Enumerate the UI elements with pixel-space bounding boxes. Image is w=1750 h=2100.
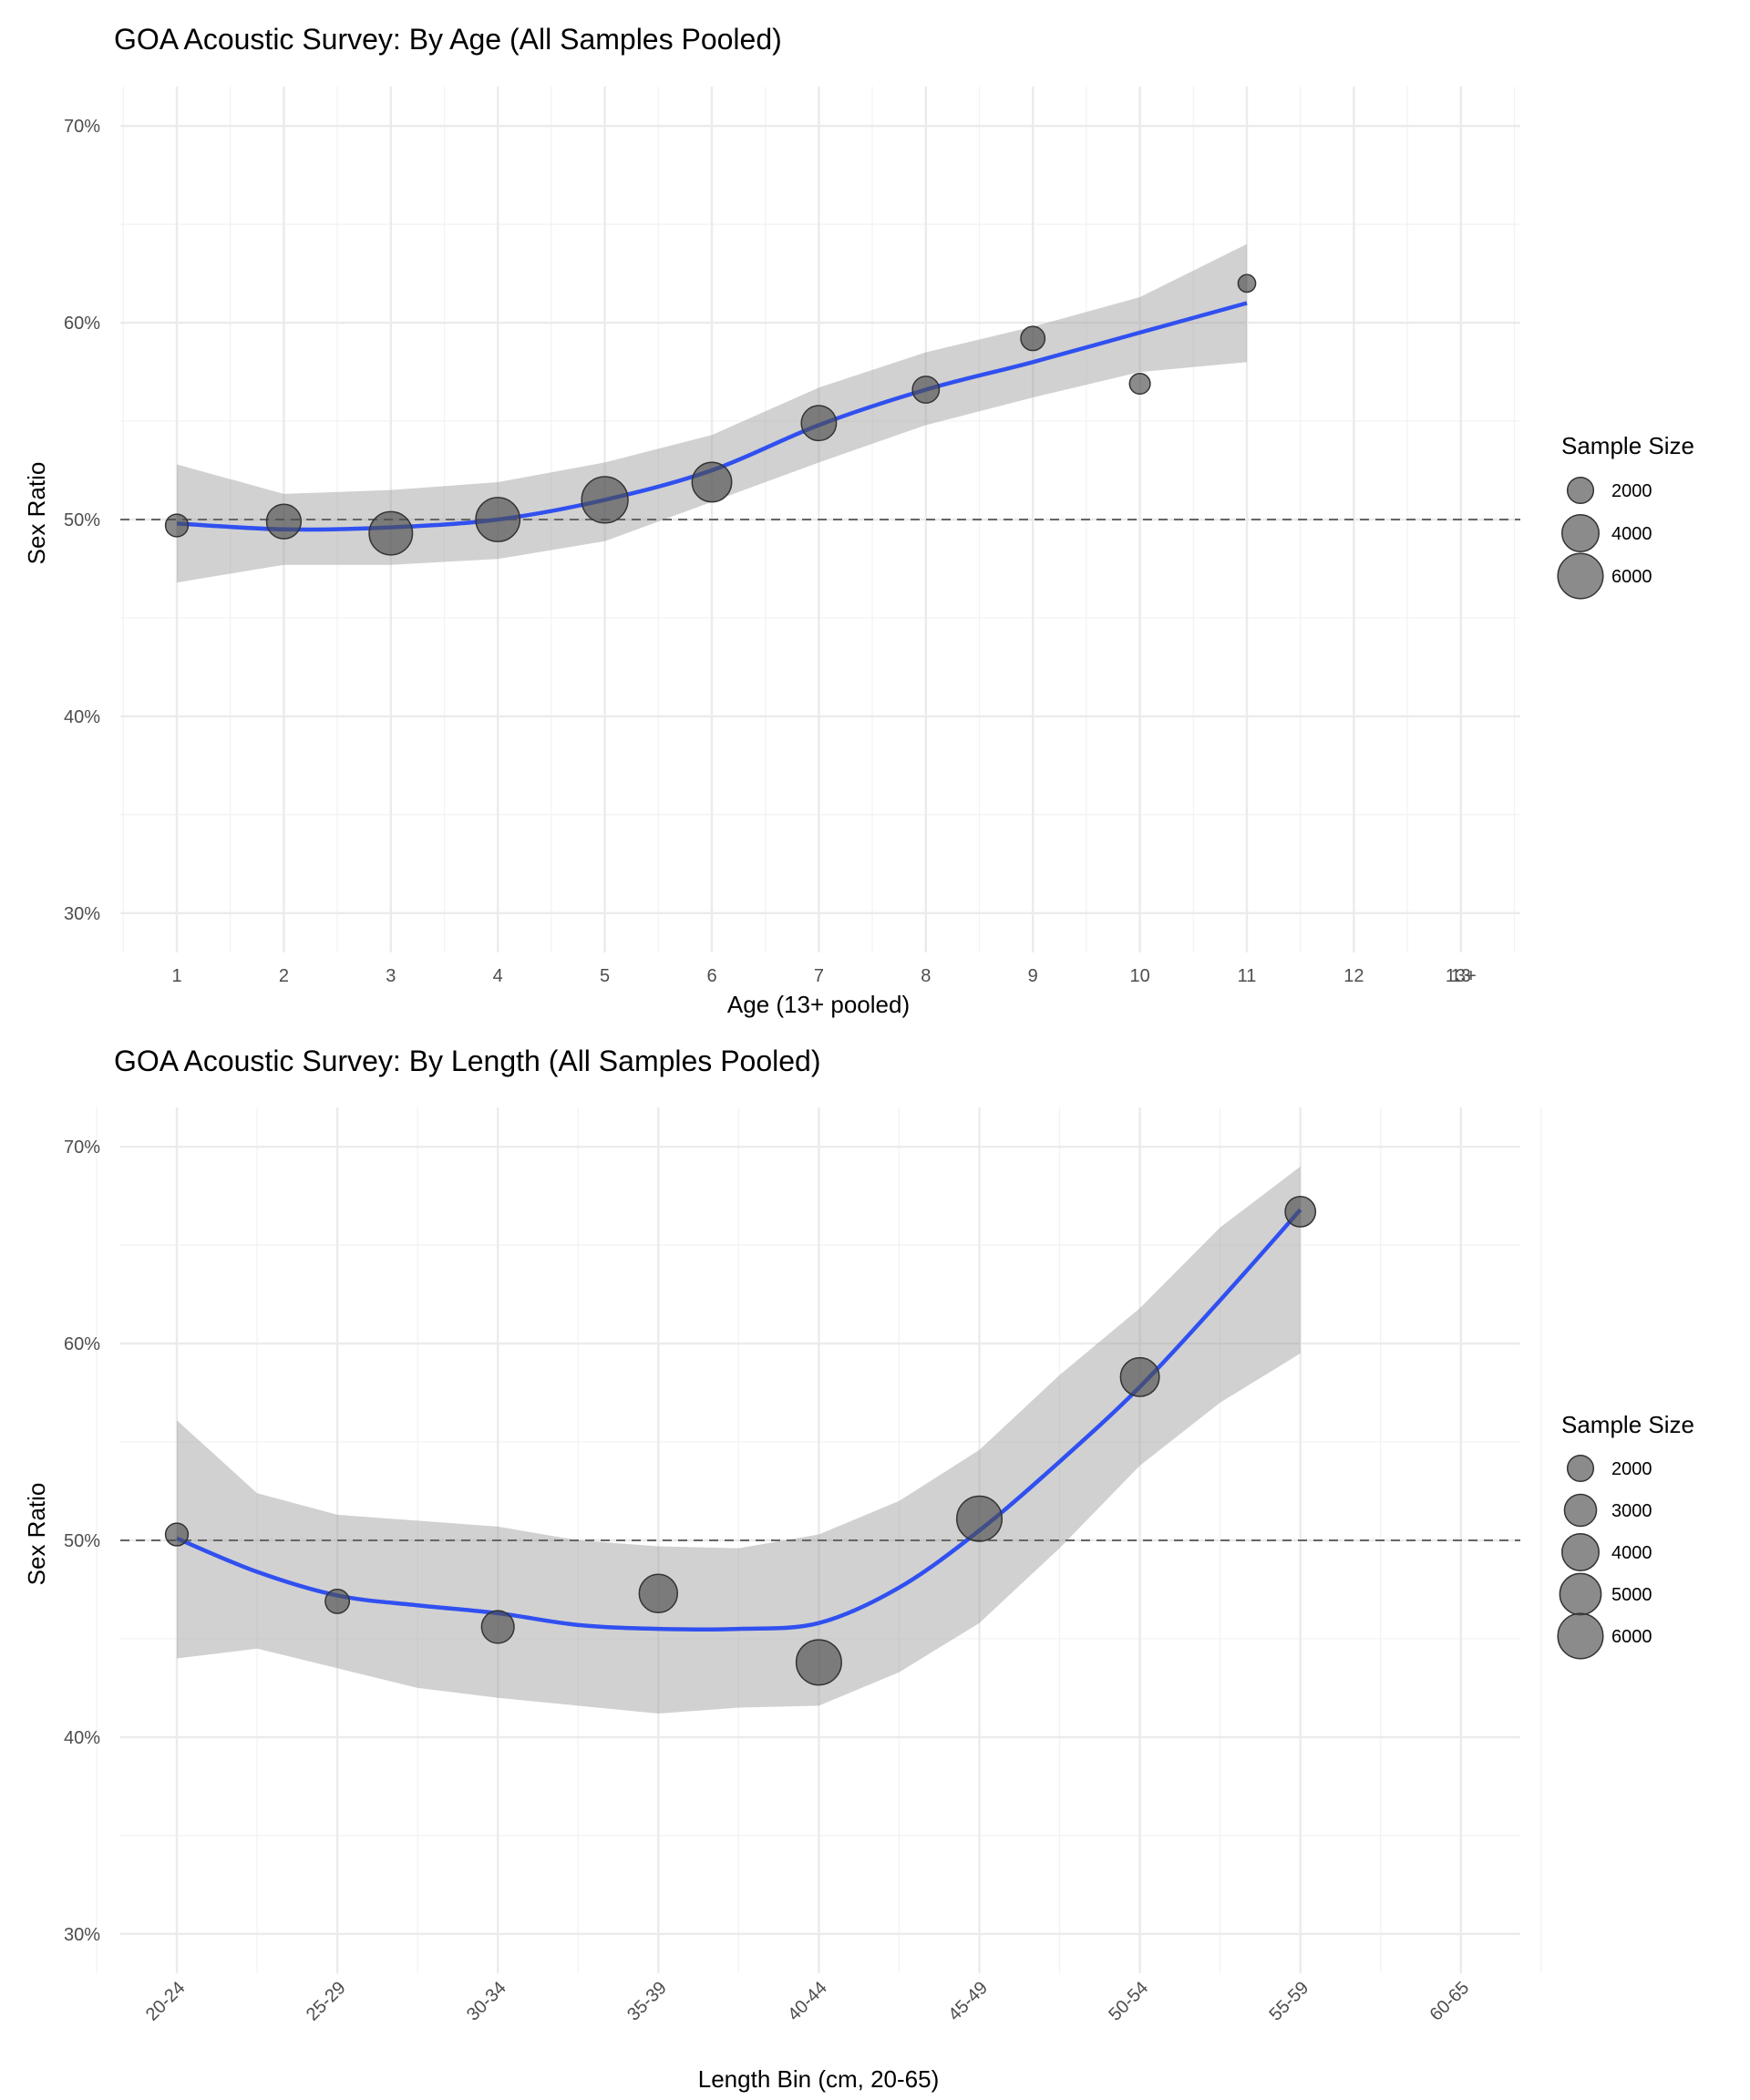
data-point	[638, 1573, 679, 1614]
x-tick-label: 6	[706, 966, 716, 986]
legend-label: 4000	[1611, 1543, 1652, 1563]
y-tick-label: 30%	[64, 1925, 100, 1945]
x-tick-label: 2	[279, 966, 289, 986]
legend-label: 6000	[1611, 1627, 1652, 1647]
length-x-tick-labels: 20-24 25-29 30-34 35-39 40-44 45-49 50-54 55-59…	[142, 1978, 1474, 2025]
y-tick-label: 60%	[64, 314, 100, 334]
legend-label: 3000	[1611, 1501, 1652, 1521]
x-tick-label: 1	[171, 966, 181, 986]
data-point	[691, 461, 733, 503]
data-point	[795, 1639, 842, 1686]
length-legend-title: Sample Size	[1561, 1411, 1694, 1438]
x-tick-label: 20-24	[142, 1978, 190, 2025]
length-legend: Sample Size 2000 3000 4000 5000 6000	[1557, 1411, 1694, 1660]
data-point	[1119, 1356, 1160, 1397]
y-tick-label: 40%	[64, 707, 100, 727]
data-point	[1284, 1196, 1317, 1228]
age-confidence-ribbon	[177, 243, 1247, 583]
x-tick-label: 12	[1343, 966, 1364, 986]
y-tick-label: 60%	[64, 1334, 100, 1354]
data-point	[1020, 325, 1046, 352]
length-x-axis-title: Length Bin (cm, 20-65)	[698, 2065, 939, 2093]
x-tick-label: 50-54	[1105, 1978, 1152, 2025]
legend-label: 6000	[1611, 567, 1652, 587]
data-point	[1128, 372, 1151, 396]
legend-label: 4000	[1611, 524, 1652, 544]
age-legend: Sample Size 2000 4000 6000	[1557, 432, 1694, 600]
confidence-band	[177, 243, 1247, 583]
length-points	[164, 1196, 1317, 1686]
legend-key-circle	[1561, 514, 1600, 552]
length-chart-title: GOA Acoustic Survey: By Length (All Samp…	[114, 1045, 820, 1077]
age-legend-title: Sample Size	[1561, 432, 1694, 459]
length-y-axis-title: Sex Ratio	[23, 1483, 50, 1586]
legend-key-circle	[1561, 1533, 1600, 1571]
legend-key-circle	[1566, 476, 1595, 505]
data-point	[368, 510, 414, 556]
data-point	[324, 1588, 351, 1614]
age-x-axis-title: Age (13+ pooled)	[727, 991, 910, 1018]
data-point	[911, 376, 941, 404]
length-confidence-ribbon	[177, 1166, 1301, 1714]
legend-key-circle	[1559, 1572, 1602, 1616]
confidence-band	[177, 1166, 1301, 1714]
data-point	[955, 1495, 1004, 1542]
y-tick-label: 50%	[64, 1531, 100, 1551]
data-point	[475, 497, 521, 542]
length-y-tick-labels: 30% 40% 50% 60% 70%	[64, 1138, 100, 1945]
length-panel: 30% 40% 50% 60% 70% 20-24 25-29 30-34 35-39 40-4…	[23, 1045, 1694, 2093]
x-tick-label: 60-65	[1426, 1978, 1474, 2025]
legend-key-circle	[1557, 552, 1604, 600]
y-tick-label: 70%	[64, 1138, 100, 1158]
x-tick-label: 11	[1238, 966, 1257, 986]
legend-key-circle	[1563, 1493, 1598, 1528]
x-tick-label: 4	[493, 966, 503, 986]
data-point	[581, 476, 629, 524]
y-tick-label: 40%	[64, 1728, 100, 1748]
x-tick-label: 55-59	[1266, 1978, 1313, 2025]
age-points	[164, 273, 1257, 556]
x-tick-label: 45-49	[944, 1978, 992, 2025]
age-chart-title: GOA Acoustic Survey: By Age (All Samples…	[114, 23, 782, 56]
legend-label: 2000	[1611, 481, 1652, 501]
data-point	[480, 1610, 515, 1644]
x-tick-label: 5	[600, 966, 610, 986]
x-tick-label: 7	[814, 966, 824, 986]
x-tick-label: 9	[1028, 966, 1038, 986]
legend-label: 5000	[1611, 1585, 1652, 1605]
data-point	[265, 503, 303, 540]
age-y-tick-labels: 30% 40% 50% 60% 70%	[64, 117, 100, 924]
data-point	[164, 1522, 190, 1547]
x-tick-label: 8	[921, 966, 931, 986]
legend-key-circle	[1566, 1454, 1595, 1483]
x-tick-label: 35-39	[623, 1978, 671, 2025]
y-tick-label: 50%	[64, 510, 100, 530]
x-tick-label: 30-34	[463, 1978, 510, 2025]
x-tick-label: 3	[386, 966, 396, 986]
y-tick-label: 70%	[64, 117, 100, 137]
legend-label: 2000	[1611, 1459, 1652, 1479]
x-tick-label: 13	[1451, 966, 1471, 986]
x-tick-label: 13+	[1446, 966, 1477, 986]
y-tick-label: 30%	[64, 904, 100, 924]
data-point	[164, 513, 190, 538]
x-tick-label: 40-44	[784, 1978, 831, 2025]
x-tick-label: 25-29	[303, 1978, 350, 2025]
x-tick-label: 10	[1129, 966, 1149, 986]
legend-key-circle	[1557, 1612, 1604, 1660]
data-point	[800, 405, 838, 442]
age-y-axis-title: Sex Ratio	[23, 462, 50, 565]
data-point	[1237, 273, 1257, 293]
